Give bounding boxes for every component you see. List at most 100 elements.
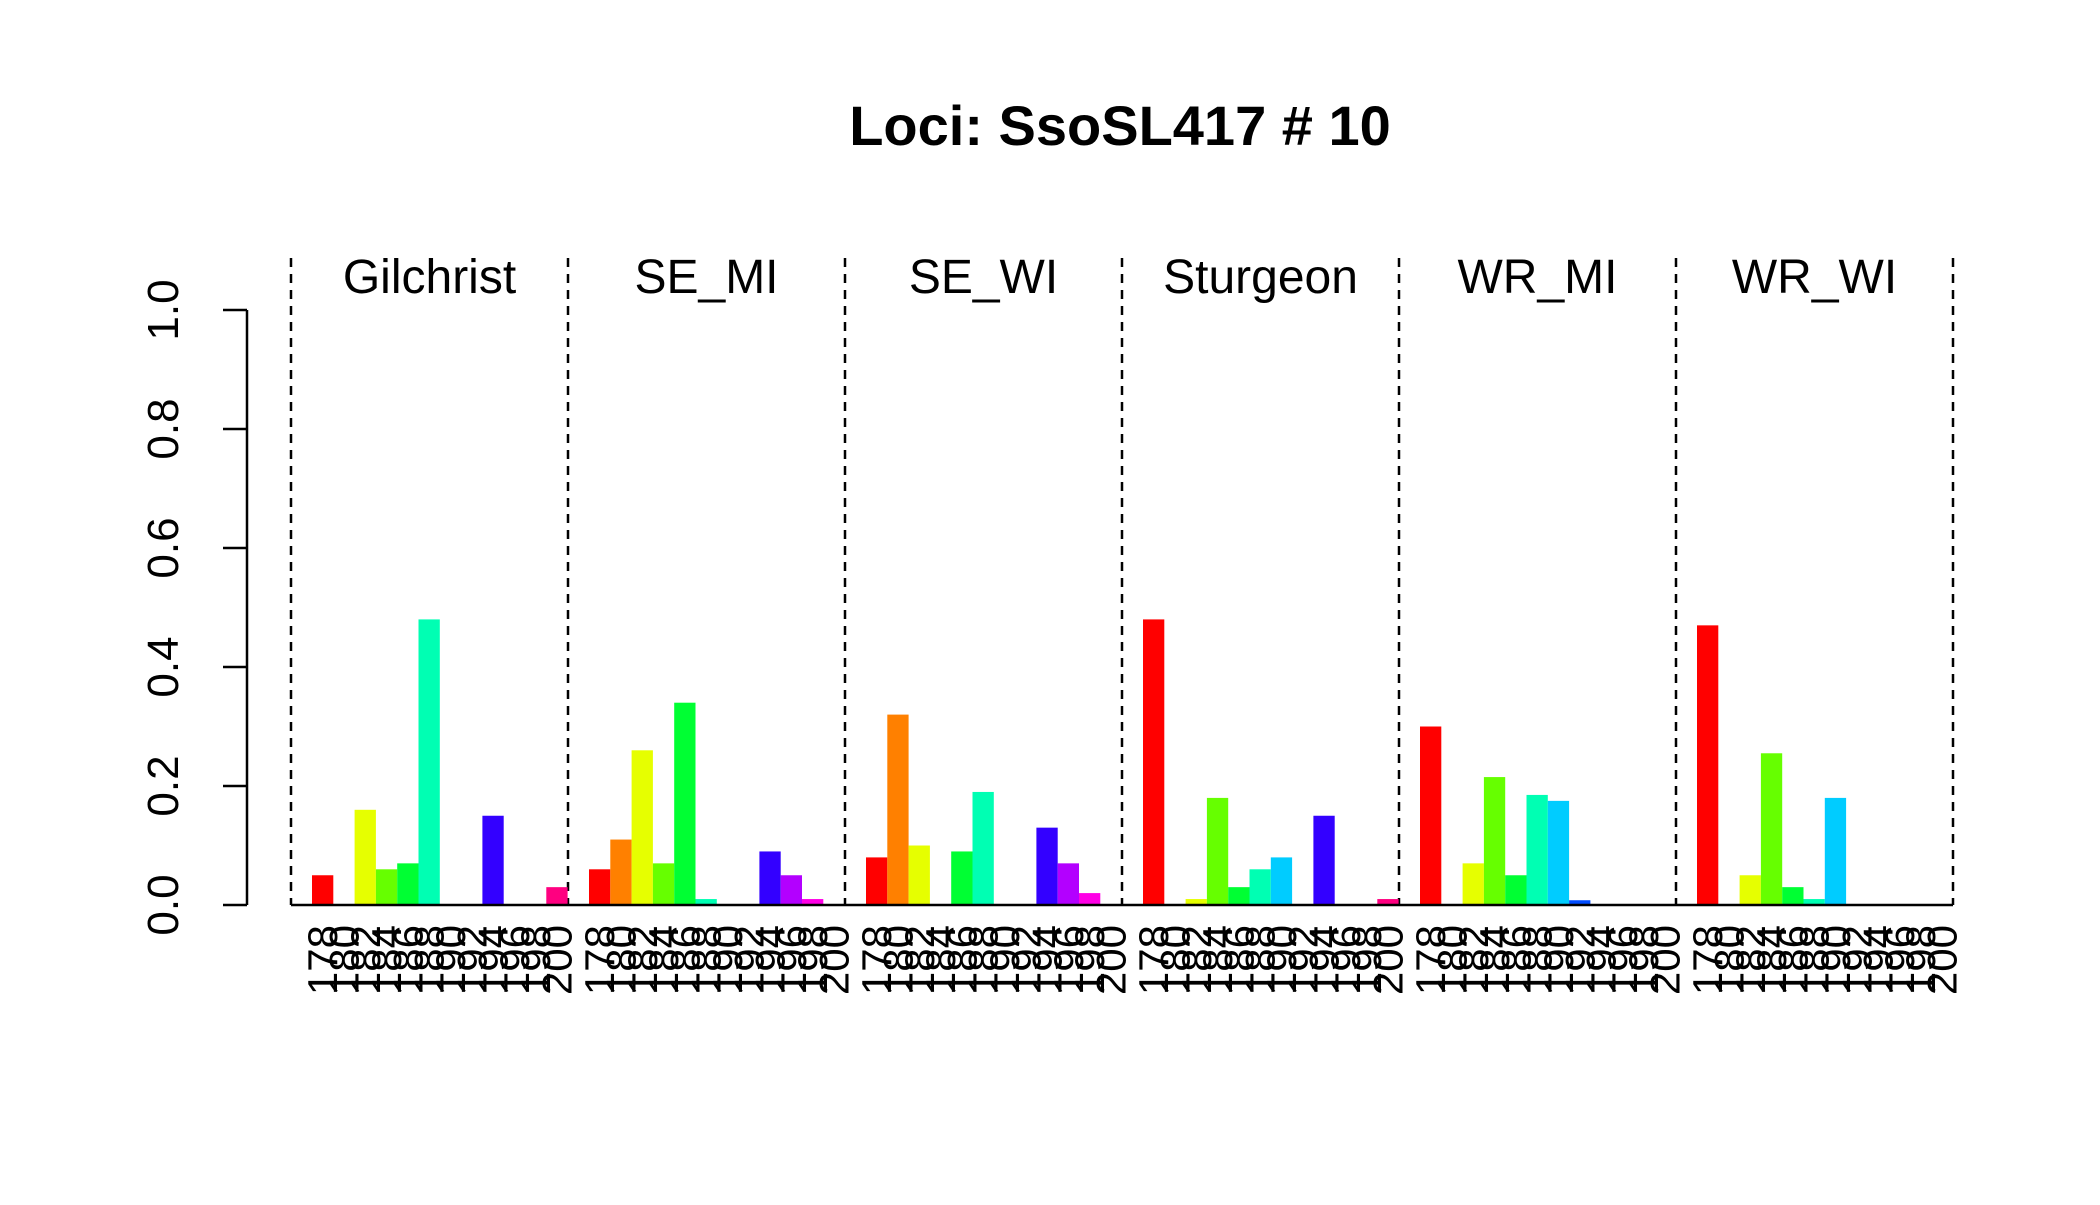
x-tick-label: 190 bbox=[704, 925, 751, 995]
x-tick-label: 184 bbox=[1471, 925, 1518, 995]
x-tick-label: 190 bbox=[1258, 925, 1305, 995]
bar bbox=[972, 791, 994, 905]
x-tick-label: 200 bbox=[1641, 925, 1688, 995]
x-tick-label: 182 bbox=[619, 925, 666, 995]
bar bbox=[546, 887, 568, 905]
bar bbox=[397, 863, 419, 905]
x-tick-label: 196 bbox=[1876, 925, 1923, 995]
x-tick-label: 188 bbox=[1514, 925, 1561, 995]
x-tick-label: 194 bbox=[1301, 925, 1348, 995]
panel-wr-mi: WR_MI bbox=[1420, 251, 1617, 905]
x-tick-label: 186 bbox=[1492, 925, 1539, 995]
x-tick-label: 192 bbox=[1279, 925, 1326, 995]
x-tick-label: 192 bbox=[1833, 925, 1880, 995]
bar bbox=[1526, 794, 1548, 905]
x-tick-label: 200 bbox=[533, 925, 580, 995]
bar bbox=[354, 809, 376, 905]
bar bbox=[951, 851, 973, 905]
x-tick-label: 190 bbox=[1812, 925, 1859, 995]
x-tick-label: 184 bbox=[917, 925, 964, 995]
y-axis: 0.0 0.2 0.4 0.6 0.8 1.0 bbox=[139, 279, 249, 936]
x-tick-label: 186 bbox=[1769, 925, 1816, 995]
bar bbox=[1462, 863, 1484, 905]
panel-se-mi: SE_MI bbox=[589, 251, 824, 905]
bar bbox=[589, 869, 611, 905]
x-tick-label: 196 bbox=[1322, 925, 1369, 995]
panel-wr-wi: WR_WI bbox=[1697, 251, 1897, 905]
panel-label: Gilchrist bbox=[343, 251, 516, 304]
bar bbox=[759, 851, 781, 905]
y-tick-label: 0.4 bbox=[139, 636, 188, 697]
x-tick-label: 200 bbox=[810, 925, 857, 995]
x-tick-label: 198 bbox=[1066, 925, 1113, 995]
bar bbox=[887, 714, 909, 905]
bar bbox=[1760, 753, 1783, 905]
bar bbox=[1547, 800, 1570, 905]
bar bbox=[1036, 827, 1058, 905]
bar bbox=[312, 875, 334, 905]
x-tick-label: 182 bbox=[1727, 925, 1774, 995]
x-tick-label: 194 bbox=[470, 925, 517, 995]
y-tick-label: 0.6 bbox=[139, 517, 188, 578]
x-tick-label: 178 bbox=[1130, 925, 1177, 995]
x-tick-label: 188 bbox=[1237, 925, 1284, 995]
bar bbox=[1483, 777, 1506, 905]
bar bbox=[1824, 797, 1847, 905]
panel-gilchrist: Gilchrist bbox=[312, 251, 568, 905]
panel-label: Sturgeon bbox=[1163, 251, 1358, 304]
x-tick-label: 196 bbox=[1045, 925, 1092, 995]
x-tick-label: 188 bbox=[1791, 925, 1838, 995]
bar bbox=[482, 815, 504, 905]
x-tick-label: 188 bbox=[960, 925, 1007, 995]
bar bbox=[631, 750, 653, 905]
x-tick-label: 200 bbox=[1087, 925, 1134, 995]
x-tick-label: 184 bbox=[363, 925, 410, 995]
x-tick-label: 190 bbox=[427, 925, 474, 995]
x-tick-label: 178 bbox=[1407, 925, 1454, 995]
bar bbox=[1228, 887, 1250, 905]
x-tick-label: 182 bbox=[896, 925, 943, 995]
x-tick-label: 186 bbox=[1215, 925, 1262, 995]
bar bbox=[1143, 619, 1165, 905]
x-tick-label: 196 bbox=[491, 925, 538, 995]
bar bbox=[610, 839, 632, 905]
x-tick-label: 182 bbox=[1173, 925, 1220, 995]
x-tick-label: 180 bbox=[1151, 925, 1198, 995]
x-axis: 1781801821841861881901921941961982001781… bbox=[291, 903, 1965, 995]
bar bbox=[652, 863, 675, 905]
bar bbox=[1206, 797, 1229, 905]
x-tick-label: 194 bbox=[1578, 925, 1625, 995]
x-tick-label: 198 bbox=[789, 925, 836, 995]
x-tick-label: 198 bbox=[1897, 925, 1944, 995]
y-tick-label: 0.2 bbox=[139, 755, 188, 816]
x-tick-label: 198 bbox=[1343, 925, 1390, 995]
x-tick-label: 182 bbox=[1450, 925, 1497, 995]
panels: Gilchrist SE_MI SE_WI Sturgeon WR_MI WR_WI bbox=[289, 251, 1955, 905]
x-tick-label: 186 bbox=[384, 925, 431, 995]
x-tick-label: 184 bbox=[1194, 925, 1241, 995]
bar bbox=[1270, 857, 1293, 905]
y-tick-label: 0.8 bbox=[139, 398, 188, 459]
x-tick-label: 194 bbox=[1855, 925, 1902, 995]
bar bbox=[1803, 899, 1825, 905]
x-tick-label: 180 bbox=[320, 925, 367, 995]
bar bbox=[1057, 863, 1079, 905]
x-tick-label: 192 bbox=[725, 925, 772, 995]
x-tick-label: 184 bbox=[1748, 925, 1795, 995]
x-tick-label: 180 bbox=[1428, 925, 1475, 995]
x-tick-label: 180 bbox=[597, 925, 644, 995]
x-tick-label: 196 bbox=[768, 925, 815, 995]
x-tick-label: 200 bbox=[1364, 925, 1411, 995]
bar bbox=[1505, 875, 1527, 905]
chart-title: Loci: SsoSL417 # 10 bbox=[849, 94, 1391, 157]
bar bbox=[908, 845, 930, 905]
x-tick-label: 192 bbox=[1556, 925, 1603, 995]
bar bbox=[418, 619, 440, 905]
bar bbox=[1249, 869, 1271, 905]
x-tick-label: 178 bbox=[299, 925, 346, 995]
bar bbox=[1739, 875, 1761, 905]
x-tick-label: 194 bbox=[747, 925, 794, 995]
x-tick-label: 190 bbox=[1535, 925, 1582, 995]
